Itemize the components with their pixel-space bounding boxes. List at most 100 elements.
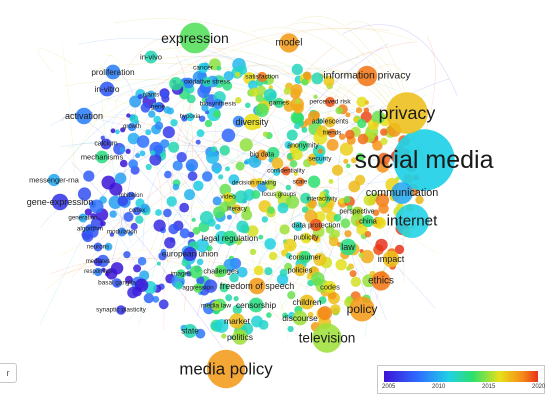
background-node <box>149 153 162 166</box>
term-node <box>214 264 228 278</box>
background-node <box>298 120 305 127</box>
term-node <box>99 81 115 97</box>
link-line <box>110 113 134 244</box>
background-node <box>166 196 177 207</box>
background-node <box>255 93 264 103</box>
legend-tick: 2020 <box>532 384 546 390</box>
background-node <box>232 304 242 315</box>
term-node <box>93 267 103 277</box>
background-node <box>338 198 345 204</box>
background-node <box>279 224 290 235</box>
term-label: expression <box>161 30 229 46</box>
background-node <box>355 152 365 162</box>
background-node <box>339 142 354 156</box>
background-node <box>277 202 289 214</box>
term-label: media law <box>201 303 231 310</box>
term-label: law <box>341 242 355 252</box>
background-node <box>104 242 113 251</box>
background-node <box>273 168 281 176</box>
term-node <box>256 149 268 161</box>
background-node <box>128 159 138 169</box>
background-node <box>346 163 351 169</box>
background-node <box>316 125 328 137</box>
term-label: focus groups <box>262 192 296 198</box>
background-node <box>326 138 339 151</box>
background-node <box>185 159 199 172</box>
term-label: scale <box>293 179 308 186</box>
background-node <box>206 150 219 164</box>
term-node <box>232 204 242 214</box>
background-node <box>330 304 341 315</box>
term-node <box>297 140 309 152</box>
term-label: european union <box>162 250 218 259</box>
background-node <box>225 166 230 172</box>
background-node <box>189 265 203 279</box>
background-node <box>223 71 234 81</box>
background-node <box>214 167 221 174</box>
background-node <box>109 232 115 237</box>
background-node <box>377 152 390 165</box>
background-node <box>226 214 232 220</box>
background-node <box>363 194 375 206</box>
background-node <box>350 276 361 287</box>
term-label: ethics <box>368 276 394 287</box>
background-node <box>152 296 160 303</box>
background-node <box>335 259 347 271</box>
background-node <box>340 218 351 229</box>
term-label: consumer <box>289 253 322 262</box>
background-node <box>183 77 195 89</box>
zoom-control-button[interactable]: r <box>0 363 17 383</box>
background-node <box>172 160 183 171</box>
background-node <box>143 293 154 304</box>
term-node <box>356 65 378 87</box>
background-node <box>114 172 127 185</box>
background-node <box>355 107 363 114</box>
term-node <box>100 138 112 150</box>
background-node <box>181 258 190 267</box>
term-node <box>274 190 284 200</box>
background-node <box>82 231 94 243</box>
link-line <box>60 43 80 232</box>
background-node <box>358 252 364 258</box>
term-label: neurons <box>87 244 109 251</box>
link-line <box>236 106 265 279</box>
term-label: inhibition <box>119 193 143 199</box>
background-node <box>307 175 321 188</box>
background-node <box>179 202 190 213</box>
term-label: policies <box>288 266 313 275</box>
background-node <box>221 128 236 143</box>
background-node <box>372 140 383 151</box>
legend-tick: 2010 <box>432 384 446 390</box>
background-node <box>251 315 263 328</box>
background-node <box>145 163 152 171</box>
background-node <box>150 150 156 156</box>
background-node <box>176 152 187 163</box>
background-node <box>360 249 374 264</box>
background-node <box>323 75 335 87</box>
term-node <box>179 22 211 54</box>
term-label: responses <box>84 269 112 275</box>
background-node <box>325 225 335 234</box>
background-node <box>284 262 293 271</box>
background-node <box>283 87 291 95</box>
term-node <box>183 247 197 261</box>
background-node <box>219 201 230 213</box>
link-line <box>275 163 301 198</box>
term-label: impact <box>378 254 405 264</box>
term-label: satisfaction <box>245 74 279 81</box>
link-line <box>183 103 195 166</box>
background-node <box>364 100 369 105</box>
term-label: big data <box>250 152 275 159</box>
term-label: model <box>276 38 303 49</box>
background-node <box>174 281 183 290</box>
term-node <box>51 193 69 211</box>
background-node <box>267 147 280 160</box>
background-node <box>195 328 206 339</box>
term-label: mediates <box>86 259 110 265</box>
background-node <box>395 176 400 181</box>
background-node <box>163 106 171 114</box>
background-node <box>253 265 264 276</box>
background-node <box>119 147 126 153</box>
term-label: state <box>181 327 199 336</box>
